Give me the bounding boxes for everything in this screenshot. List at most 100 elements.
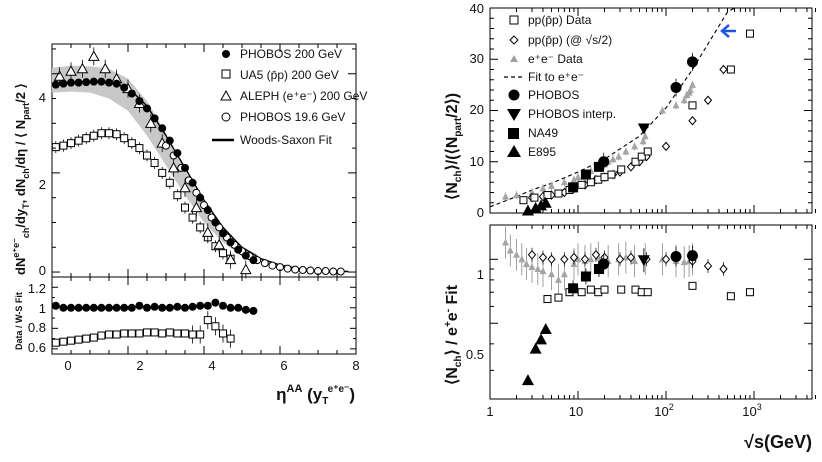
ratio-point-phobos <box>74 303 83 312</box>
legend-label: UA5 (p̄p) 200 GeV <box>240 68 339 82</box>
data-point-pp <box>607 170 616 179</box>
ratio-point-phobos <box>249 306 258 315</box>
y-tick-label: 1 <box>39 301 46 316</box>
data-point-phobos-200 <box>211 218 220 227</box>
data-point-phobos-200 <box>67 78 75 87</box>
ratio-point-pp-half <box>580 254 590 265</box>
ratio-point-ee <box>501 238 509 246</box>
ratio-point-phobos <box>105 303 113 312</box>
ratio-point-pp-half <box>538 252 548 263</box>
data-point-na49 <box>568 182 579 193</box>
ratio-point-ee <box>574 255 582 263</box>
data-point-ee <box>512 191 520 199</box>
ratio-point-ee <box>534 265 542 273</box>
data-point-phobos-200 <box>143 104 151 113</box>
data-point-phobos-200 <box>127 89 136 98</box>
x-axis-label: √s(GeV) <box>744 432 812 452</box>
ratio-point-pp-half <box>661 254 671 265</box>
legend-marker-circle-filled <box>222 50 230 58</box>
fit-uncertainty-band <box>52 65 258 264</box>
data-point-phobos-200 <box>105 78 113 87</box>
legend-marker-circle-filled <box>508 89 520 101</box>
legend-label: Woods-Saxon Fit <box>240 133 332 147</box>
y-tick-label: 4 <box>39 90 46 105</box>
ratio-point-pp <box>643 288 652 297</box>
data-point-ua5 <box>188 213 197 222</box>
y-tick-label: 0 <box>39 263 46 278</box>
data-point-phobos-19 <box>260 259 269 268</box>
data-point-pp <box>726 65 735 74</box>
data-point-ua5 <box>97 129 106 138</box>
data-point-ee <box>560 178 568 186</box>
data-point-aleph <box>144 117 157 128</box>
ratio-point-ee <box>548 270 556 278</box>
ratio-point-ee <box>554 275 562 283</box>
data-point-aleph <box>53 70 66 81</box>
data-point-phobos-19 <box>336 267 345 276</box>
ratio-point-ua5 <box>59 337 68 346</box>
data-point-phobos-interp <box>637 123 650 135</box>
ratio-point-phobos <box>203 301 212 310</box>
y-tick-label: 1.2 <box>28 281 46 296</box>
data-point-phobos-200 <box>135 97 144 106</box>
y-tick-label: 0.5 <box>466 347 484 362</box>
ratio-point-pp-half <box>719 264 728 274</box>
ratio-point-ua5 <box>226 334 235 343</box>
data-point-ua5 <box>105 129 113 138</box>
ratio-point-phobos <box>241 305 250 314</box>
data-point-phobos-19 <box>306 266 315 275</box>
ratio-point-ua5 <box>158 329 167 338</box>
ratio-point-ee <box>506 246 514 254</box>
data-point-ee <box>615 152 623 160</box>
ratio-point-ee <box>528 262 536 270</box>
ratio-point-phobos <box>196 301 205 310</box>
data-point-aleph <box>239 263 252 275</box>
y-tick-label: 2 <box>39 177 46 192</box>
x-axis-label: ηAA (yTe⁺e⁻) <box>276 383 355 407</box>
data-point-pp <box>530 193 539 202</box>
data-point-ee <box>548 181 556 189</box>
data-point-phobos-200 <box>165 136 174 145</box>
data-point-phobos-200 <box>188 178 197 187</box>
ratio-point-pp-half <box>615 254 625 265</box>
data-point-aleph <box>87 50 100 61</box>
y-axis-label: ⟨Nch⟩/(⟨Npart/2⟩) <box>444 93 464 200</box>
data-point-ua5 <box>59 141 68 150</box>
data-point-pp <box>519 196 528 205</box>
y-tick-label: 30 <box>470 51 484 66</box>
ratio-point-ua5 <box>127 329 136 338</box>
data-point-phobos-200 <box>158 124 167 133</box>
legend-marker-diamond-open <box>509 35 519 45</box>
ratio-point-ua5 <box>82 334 91 343</box>
data-point-ua5 <box>51 143 60 152</box>
data-point-ee <box>658 106 666 114</box>
legend-marker-triangle-down-filled <box>507 109 521 121</box>
ratio-point-phobos <box>150 302 159 311</box>
x-tick-label: 8 <box>352 358 359 373</box>
data-point-ua5 <box>173 191 182 200</box>
data-point-phobos-19 <box>268 261 277 270</box>
ratio-point-ee <box>518 255 526 263</box>
legend-marker-triangle-gray <box>510 55 518 62</box>
data-point-phobos <box>598 156 610 168</box>
ratio-point-ua5 <box>105 330 113 339</box>
ratio-point-pp <box>586 285 595 294</box>
data-point-aleph <box>201 226 214 237</box>
ratio-point-phobos <box>135 301 144 310</box>
right-bottom-data <box>501 226 754 386</box>
data-point-ee <box>680 96 688 104</box>
data-point-pp <box>745 29 754 38</box>
right-bottom-plot-frame <box>489 224 813 400</box>
ratio-point-phobos <box>89 303 98 312</box>
legend-marker-square-filled <box>508 128 519 139</box>
ratio-point-ua5 <box>51 338 60 347</box>
y-tick-label: 1 <box>477 267 484 282</box>
right-top-plot-frame <box>489 7 813 214</box>
ratio-point-phobos <box>226 303 235 312</box>
data-point-ua5 <box>150 158 159 167</box>
ratio-point-ua5 <box>165 328 174 337</box>
ratio-point-ua5 <box>196 330 205 339</box>
ratio-point-ua5 <box>112 330 121 339</box>
y-tick-label: 40 <box>470 1 484 16</box>
legend-label: pp(p̄p) (@ √s/2) <box>528 33 612 47</box>
